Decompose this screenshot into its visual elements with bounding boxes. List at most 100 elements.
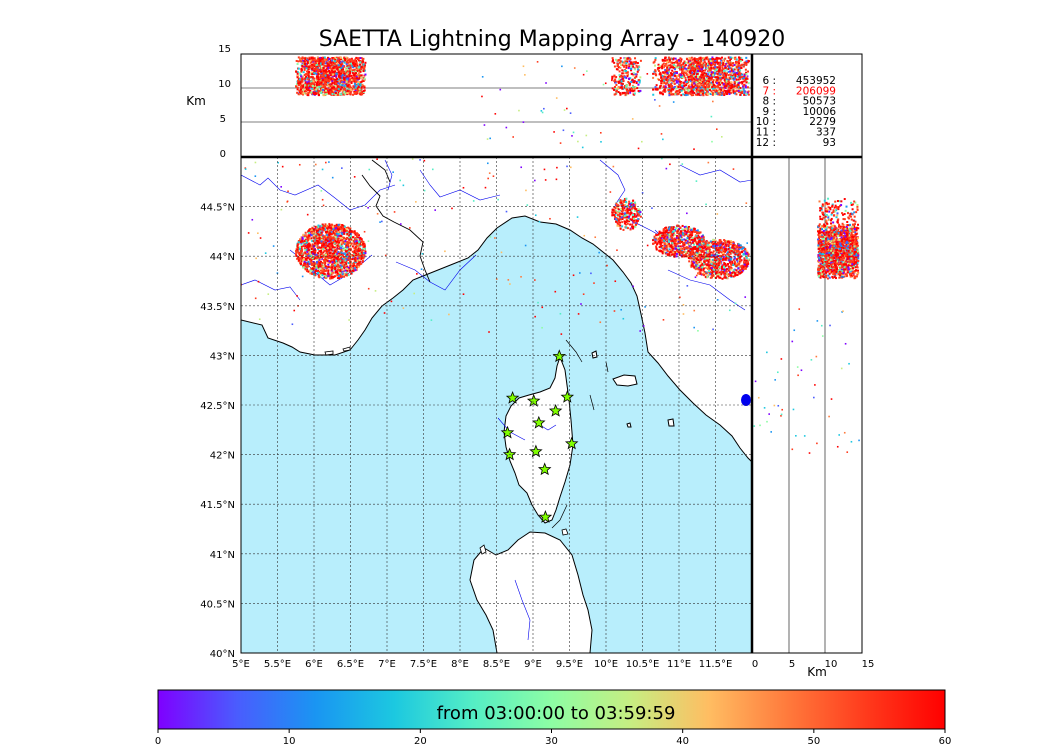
altitude-point — [311, 67, 314, 70]
lightning-point — [671, 237, 674, 240]
lightning-point — [685, 227, 688, 230]
lightning-point — [312, 255, 315, 258]
lightning-point — [297, 260, 300, 263]
lightning-point — [712, 250, 715, 253]
altitude-point — [315, 82, 318, 85]
lightning-point — [723, 276, 726, 279]
altitude-point — [310, 82, 313, 85]
altitude-point — [308, 61, 311, 64]
altitude-point — [357, 72, 360, 75]
altitude-point — [338, 92, 341, 95]
altitude-point — [298, 78, 301, 81]
lightning-point — [621, 210, 624, 213]
lightning-point — [737, 257, 740, 260]
lightning-point — [472, 200, 475, 202]
lightning-point — [703, 251, 706, 254]
lightning-point — [636, 219, 639, 222]
lightning-point — [618, 210, 621, 213]
lat-tick-label: 44°N — [210, 252, 235, 263]
lightning-point — [707, 271, 710, 274]
lightning-point — [358, 254, 361, 257]
altitude-point — [303, 64, 306, 67]
lightning-point — [311, 272, 314, 275]
lightning-point — [335, 232, 338, 235]
lightning-point — [730, 274, 733, 277]
lightning-point — [320, 257, 323, 260]
altitude-point — [353, 92, 356, 95]
altitude-point — [358, 93, 361, 96]
lightning-point — [311, 243, 314, 246]
lightning-point — [635, 214, 638, 217]
altitude-point — [351, 71, 354, 74]
lightning-point — [356, 241, 359, 244]
lightning-point — [309, 269, 312, 272]
lightning-point — [669, 249, 672, 252]
lightning-point — [321, 244, 324, 247]
lightning-point — [327, 272, 330, 275]
lightning-point — [307, 237, 310, 240]
lightning-point — [698, 247, 701, 250]
lightning-point — [307, 239, 310, 242]
lightning-point — [711, 270, 714, 273]
lightning-point — [306, 245, 309, 248]
lightning-point — [306, 240, 309, 243]
lightning-point — [324, 240, 327, 243]
lightning-point — [357, 265, 360, 268]
altitude-point — [329, 90, 332, 93]
lightning-point — [634, 223, 637, 226]
lightning-point — [356, 257, 359, 260]
altitude-point — [325, 62, 328, 65]
lightning-point — [324, 266, 327, 269]
altitude-point — [349, 64, 352, 67]
lightning-point — [336, 238, 339, 241]
lightning-point — [609, 191, 612, 193]
lon-tick-label: 11°E — [667, 659, 691, 670]
lightning-point — [299, 246, 302, 249]
lightning-point — [684, 239, 687, 242]
lightning-point — [339, 239, 342, 242]
lightning-point — [325, 234, 328, 237]
altitude-point — [306, 60, 309, 63]
altitude-point — [330, 60, 333, 63]
lightning-point — [286, 200, 289, 203]
lightning-point — [321, 168, 324, 171]
lightning-point — [642, 325, 645, 327]
lightning-point — [670, 227, 673, 230]
lightning-point — [311, 264, 314, 267]
lightning-point — [697, 265, 700, 268]
lightning-point — [672, 233, 675, 236]
lightning-point — [721, 268, 724, 271]
altitude-point — [351, 69, 354, 72]
lightning-point — [320, 251, 322, 254]
lightning-point — [623, 205, 626, 208]
lightning-point — [685, 231, 688, 234]
lightning-point — [312, 260, 315, 263]
lightning-point — [735, 249, 738, 252]
lightning-point — [668, 235, 671, 238]
lightning-point — [312, 250, 315, 253]
lightning-point — [337, 255, 340, 258]
lightning-point — [700, 250, 703, 253]
lightning-point — [706, 257, 709, 260]
altitude-point — [342, 70, 345, 73]
lightning-point — [687, 235, 690, 238]
lat-tick-label: 43°N — [210, 351, 235, 362]
altitude-point — [322, 84, 325, 87]
lightning-point — [693, 309, 696, 312]
lightning-point — [300, 259, 303, 262]
lon-tick-label: 9°E — [524, 659, 542, 670]
altitude-point — [332, 63, 335, 66]
lightning-point — [696, 243, 699, 246]
lightning-point — [680, 247, 683, 250]
lightning-point — [325, 225, 328, 228]
lightning-point — [702, 274, 705, 277]
lightning-point — [618, 200, 621, 203]
lightning-point — [332, 231, 335, 234]
lightning-point — [664, 235, 667, 238]
altitude-point — [313, 60, 316, 63]
altitude-point — [346, 70, 349, 73]
lightning-point — [687, 251, 690, 254]
lightning-point — [327, 274, 330, 277]
lightning-point — [354, 231, 357, 234]
lightning-point — [333, 256, 336, 259]
